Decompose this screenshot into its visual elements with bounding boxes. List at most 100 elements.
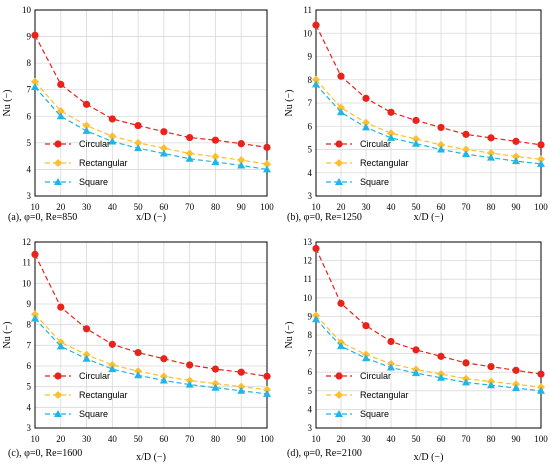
data-point-square bbox=[437, 373, 445, 381]
y-tick-label: 12 bbox=[303, 256, 312, 266]
data-point-circular bbox=[462, 359, 470, 367]
y-tick-label: 5 bbox=[27, 138, 32, 148]
data-point-square bbox=[362, 123, 370, 131]
series-line-rectangular bbox=[315, 79, 542, 160]
series-line-rectangular bbox=[34, 313, 268, 391]
y-tick-label: 5 bbox=[27, 382, 32, 392]
data-point-rectangular bbox=[82, 121, 91, 130]
data-point-circular bbox=[108, 115, 116, 123]
series-line-square bbox=[34, 86, 268, 171]
data-point-square bbox=[387, 133, 395, 141]
y-tick-label: 11 bbox=[303, 274, 312, 284]
x-tick-label: 80 bbox=[211, 202, 221, 212]
data-point-square bbox=[462, 378, 470, 386]
y-tick-label: 3 bbox=[27, 423, 32, 433]
data-point-rectangular bbox=[512, 152, 520, 161]
legend-marker-rectangular bbox=[335, 391, 343, 399]
data-point-square bbox=[82, 354, 91, 362]
x-tick-label: 70 bbox=[185, 202, 195, 212]
legend-marker-square bbox=[54, 178, 62, 185]
data-point-square bbox=[462, 150, 470, 158]
data-point-rectangular bbox=[487, 148, 495, 157]
data-point-circular bbox=[82, 325, 91, 333]
data-point-rectangular bbox=[159, 144, 168, 153]
x-axis-title: x/D (−) bbox=[136, 212, 166, 223]
data-point-circular bbox=[387, 337, 395, 346]
data-point-circular bbox=[160, 128, 168, 136]
data-point-rectangular bbox=[412, 135, 420, 144]
y-tick-label: 11 bbox=[303, 5, 312, 15]
data-point-circular bbox=[437, 352, 445, 360]
series-line-circular bbox=[315, 24, 542, 146]
legend-marker-circular bbox=[335, 372, 343, 380]
data-point-circular bbox=[108, 340, 116, 348]
legend-marker-square bbox=[335, 178, 343, 185]
data-point-square bbox=[31, 314, 39, 322]
panel-caption: (b), φ=0, Re=1250 bbox=[287, 212, 362, 223]
data-point-square bbox=[108, 137, 117, 145]
y-tick-label: 3 bbox=[308, 423, 313, 433]
series-line-circular bbox=[34, 34, 268, 148]
data-point-square bbox=[437, 145, 445, 153]
data-point-circular bbox=[312, 244, 320, 253]
data-point-circular bbox=[462, 130, 470, 138]
y-tick-label: 9 bbox=[27, 299, 32, 309]
data-point-square bbox=[312, 80, 320, 88]
series-line-rectangular bbox=[34, 81, 268, 165]
data-point-square bbox=[512, 384, 520, 392]
chart-panel-2: 3 4 5 6 7 8 9 10 11 12 10 20 30 40 50 60 70 80 90 100 x/D (−… bbox=[2, 237, 274, 463]
y-tick-label: 10 bbox=[303, 293, 313, 303]
x-tick-label: 90 bbox=[237, 434, 247, 444]
data-point-square bbox=[412, 369, 420, 377]
x-tick-label: 30 bbox=[362, 202, 372, 212]
data-point-square bbox=[56, 342, 65, 350]
x-tick-label: 20 bbox=[337, 202, 347, 212]
series-line-square bbox=[315, 83, 542, 165]
data-point-square bbox=[537, 386, 545, 394]
x-tick-label: 50 bbox=[134, 434, 144, 444]
x-tick-label: 70 bbox=[462, 434, 472, 444]
legend-label-rectangular: Rectangular bbox=[360, 390, 409, 400]
x-tick-label: 90 bbox=[512, 202, 522, 212]
y-tick-label: 8 bbox=[27, 58, 32, 68]
chart-panel-1: 3 4 5 6 7 8 9 10 11 10 20 30 40 50 60 70 80 90 100 x/D (−) N… bbox=[284, 5, 548, 223]
data-point-circular bbox=[31, 31, 39, 39]
data-point-rectangular bbox=[134, 138, 143, 147]
data-point-square bbox=[159, 376, 168, 384]
data-point-circular bbox=[487, 363, 495, 371]
data-point-square bbox=[185, 154, 194, 162]
data-point-circular bbox=[237, 140, 245, 148]
panel-caption: (c), φ=0, Re=1600 bbox=[8, 448, 82, 459]
data-point-square bbox=[237, 386, 246, 394]
data-point-square bbox=[108, 365, 117, 373]
data-point-square bbox=[211, 157, 220, 165]
plot-frame bbox=[34, 9, 268, 197]
x-tick-label: 40 bbox=[108, 202, 118, 212]
series-line-circular bbox=[315, 248, 542, 375]
data-point-rectangular bbox=[159, 372, 168, 381]
plot-frame bbox=[315, 9, 542, 197]
data-point-square bbox=[263, 389, 271, 397]
data-point-rectangular bbox=[185, 376, 194, 385]
y-tick-label: 6 bbox=[27, 361, 32, 371]
data-point-rectangular bbox=[211, 152, 220, 161]
x-tick-label: 10 bbox=[312, 434, 322, 444]
data-point-square bbox=[134, 371, 143, 379]
data-point-square bbox=[362, 354, 370, 362]
data-point-circular bbox=[211, 136, 220, 144]
data-point-rectangular bbox=[211, 379, 220, 388]
legend-label-circular: Circular bbox=[79, 371, 110, 381]
data-point-rectangular bbox=[263, 160, 271, 169]
data-point-square bbox=[237, 161, 246, 169]
x-tick-label: 60 bbox=[437, 202, 447, 212]
x-tick-label: 20 bbox=[56, 202, 66, 212]
data-point-square bbox=[56, 112, 65, 120]
data-point-circular bbox=[237, 368, 245, 376]
y-tick-label: 12 bbox=[22, 237, 31, 247]
data-point-square bbox=[159, 149, 168, 157]
legend-label-square: Square bbox=[360, 177, 389, 187]
data-point-rectangular bbox=[437, 140, 445, 149]
legend-label-rectangular: Rectangular bbox=[79, 158, 128, 168]
legend-label-circular: Circular bbox=[360, 139, 391, 149]
